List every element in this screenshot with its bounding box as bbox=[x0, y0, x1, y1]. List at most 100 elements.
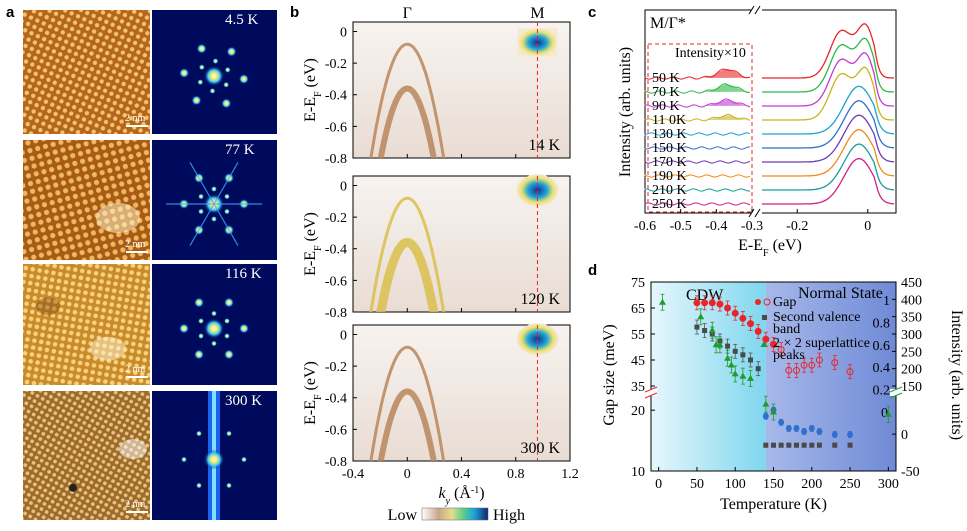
valence-band-point bbox=[832, 442, 838, 448]
gap-point bbox=[739, 314, 747, 322]
scale-bar bbox=[126, 511, 148, 513]
valence-band-point bbox=[755, 366, 761, 372]
arpes-ytick-label: 0 bbox=[340, 328, 347, 343]
fft-image-4 bbox=[152, 391, 277, 520]
panel-label-a: a bbox=[6, 4, 15, 21]
arpes-ytick-label: 0 bbox=[340, 179, 347, 194]
valence-band-point bbox=[748, 357, 754, 363]
valence-band-point bbox=[763, 442, 769, 448]
gap-lower-point bbox=[831, 431, 838, 438]
gap-point bbox=[808, 361, 816, 369]
edc-curve bbox=[762, 143, 895, 191]
legend-gap-marker-hollow bbox=[763, 298, 771, 306]
normal-state-region bbox=[765, 282, 896, 471]
edc-title: M/Γ* bbox=[650, 15, 686, 32]
gap-temperature-chart: 35455565751020150200250300350400450-5000… bbox=[601, 276, 965, 513]
gap-ytick-label: 65 bbox=[631, 302, 645, 317]
superlattice-point bbox=[658, 298, 666, 305]
arpes-ylabel: E-EF (eV) bbox=[302, 58, 324, 122]
gamma-point-label: Γ bbox=[403, 5, 412, 22]
m-point-label: M bbox=[530, 5, 544, 22]
legend-valence-label-2: band bbox=[773, 322, 800, 337]
stm-temperature-label: 4.5 K bbox=[225, 12, 259, 28]
stm-image-4 bbox=[23, 391, 150, 520]
valence-band-point bbox=[778, 442, 784, 448]
chart-y2label: Intensity (arb. units) bbox=[948, 310, 965, 440]
gap-ytick-label: 55 bbox=[631, 328, 645, 343]
legend-superlattice-label: 2 × 2 superlattice bbox=[773, 336, 870, 351]
intensity-ytick-label: 300 bbox=[901, 328, 922, 343]
arpes-ytick-label: -0.4 bbox=[325, 392, 347, 407]
colorbar bbox=[421, 507, 489, 521]
edc-curve-inset bbox=[644, 146, 751, 150]
edc-xtick-label: -0.5 bbox=[670, 219, 692, 234]
arpes-ytick-label: -0.2 bbox=[325, 211, 347, 226]
superlattice-intensity-tick: 1 bbox=[883, 294, 890, 309]
gap-lower-point bbox=[808, 425, 815, 432]
legend-superlattice-label-2: peaks bbox=[773, 348, 805, 363]
scale-bar-label: 2 nm bbox=[125, 239, 146, 250]
superlattice-intensity-tick: 0.2 bbox=[873, 384, 891, 399]
scale-bar bbox=[126, 125, 148, 127]
gap-point bbox=[754, 327, 762, 335]
gap-point bbox=[815, 356, 823, 364]
arpes-panel-1: 0 -0.2 -0.4 -0.6 -0.8 E-EF (eV) 14 K bbox=[302, 21, 571, 167]
stm-image-3 bbox=[23, 264, 150, 385]
intensity-ytick-label: 150 bbox=[901, 380, 922, 395]
cdw-region bbox=[651, 282, 766, 471]
edc-temperature-label: 150 K bbox=[652, 141, 687, 156]
fft-image-2 bbox=[152, 140, 277, 260]
superlattice-point bbox=[739, 372, 747, 379]
superlattice-point bbox=[727, 361, 735, 368]
edc-curve bbox=[762, 51, 895, 107]
edc-xtick-label: -0.2 bbox=[786, 219, 808, 234]
arpes-ytick-label: -0.6 bbox=[325, 423, 347, 438]
fft-image-1 bbox=[152, 10, 277, 134]
arpes-xtick-label: -0.4 bbox=[342, 467, 364, 482]
arpes-xtick-label: 0.4 bbox=[453, 467, 471, 482]
valence-band-point bbox=[793, 442, 799, 448]
edc-temperature-label: 170 K bbox=[652, 155, 687, 170]
arpes-temperature-label: 300 K bbox=[520, 440, 560, 457]
arpes-temperature-label: 120 K bbox=[520, 291, 560, 308]
temperature-xtick-label: 300 bbox=[878, 477, 899, 492]
arpes-ytick-label: -0.8 bbox=[325, 306, 347, 321]
edc-curve-inset bbox=[644, 132, 751, 136]
gap-point bbox=[708, 299, 716, 307]
legend-gap-label: Gap bbox=[773, 295, 796, 310]
gap-point bbox=[701, 299, 709, 307]
temperature-xtick-label: 100 bbox=[725, 477, 746, 492]
edc-curve bbox=[762, 66, 895, 121]
edc-curve bbox=[762, 129, 895, 177]
arpes-ylabel: E-EF (eV) bbox=[302, 361, 324, 425]
arpes-panels: 0-0.2-0.4-0.6-0.8E-EF (eV)14 K 0 -0.2 -0.4 -… bbox=[302, 5, 579, 524]
gap-lower-point bbox=[816, 428, 823, 435]
valence-band-point bbox=[702, 328, 708, 334]
fft-image-3 bbox=[152, 264, 277, 385]
arpes-ytick-label: -0.6 bbox=[325, 120, 347, 135]
edc-xtick-label: 0 bbox=[864, 219, 871, 234]
stm-temperature-label: 116 K bbox=[225, 266, 262, 282]
superlattice-point bbox=[697, 313, 705, 320]
arpes-xtick-label: 0.8 bbox=[507, 467, 525, 482]
panel-label-c: c bbox=[588, 4, 597, 21]
superlattice-point bbox=[716, 341, 724, 348]
arpes-xtick-label: 0 bbox=[404, 467, 411, 482]
edc-curve-inset bbox=[644, 174, 751, 178]
temperature-xtick-label: 150 bbox=[763, 477, 784, 492]
scale-bar bbox=[126, 251, 148, 253]
gap-ytick-label: 75 bbox=[631, 276, 645, 291]
edc-temperature-label: 250 K bbox=[652, 197, 687, 212]
superlattice-point bbox=[762, 400, 770, 407]
temperature-xtick-label: 250 bbox=[840, 477, 861, 492]
valence-band-point bbox=[809, 442, 815, 448]
gap-ytick-label: 35 bbox=[631, 380, 645, 395]
arpes-ylabel: E-EF (eV) bbox=[302, 212, 324, 276]
colorbar-high-label: High bbox=[493, 507, 525, 524]
intensity-ytick-label: 350 bbox=[901, 311, 922, 326]
scale-bar bbox=[126, 376, 148, 378]
valence-band-point bbox=[725, 343, 731, 349]
intensity-ytick-label: 400 bbox=[901, 293, 922, 308]
valence-band-point bbox=[740, 352, 746, 358]
